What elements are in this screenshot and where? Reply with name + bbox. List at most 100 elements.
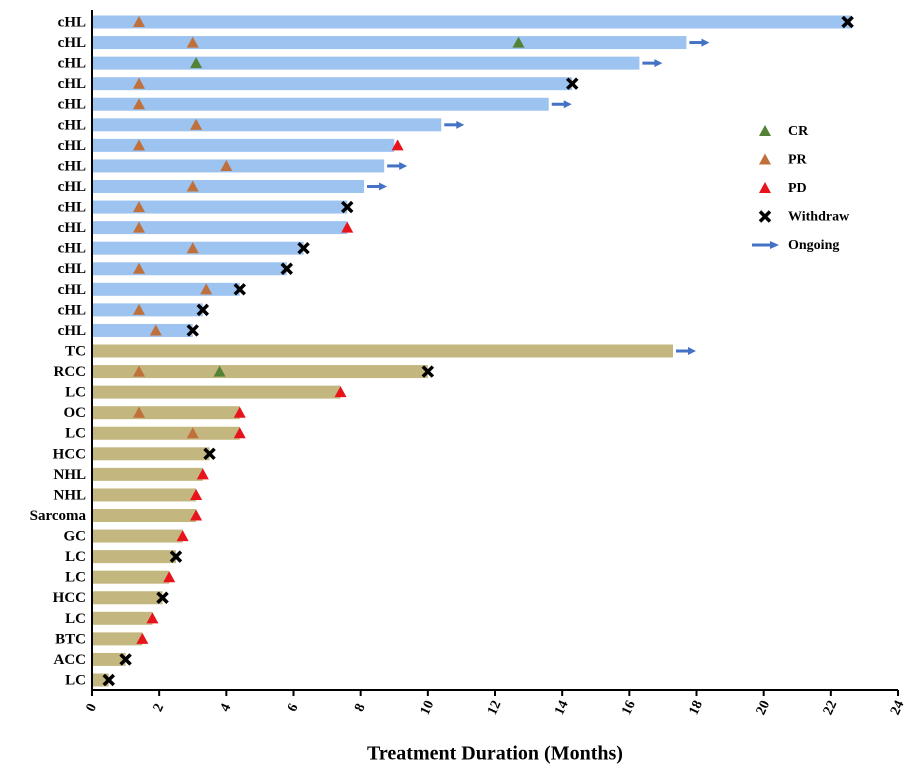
marker-pd <box>341 221 354 233</box>
bar <box>92 529 183 543</box>
y-tick-label: LC <box>65 549 86 565</box>
y-tick-label: cHL <box>58 323 86 339</box>
marker-ongoing <box>689 38 710 47</box>
marker-pd <box>334 386 347 398</box>
marker-withdraw <box>841 15 854 29</box>
bar <box>92 56 640 70</box>
y-tick-label: cHL <box>58 302 86 318</box>
y-tick-label: LC <box>65 672 86 688</box>
marker-pr <box>133 406 146 418</box>
y-tick-label: LC <box>65 426 86 442</box>
bar <box>92 652 126 666</box>
marker-pr <box>133 139 146 151</box>
y-tick-label: cHL <box>58 200 86 216</box>
marker-pd <box>146 612 159 624</box>
marker-pr <box>186 242 199 254</box>
bar <box>92 118 442 132</box>
bar <box>92 385 341 399</box>
bar <box>92 591 163 605</box>
marker-withdraw <box>566 77 579 90</box>
marker-pd <box>163 571 176 583</box>
x-tick-label: 10 <box>418 698 438 717</box>
y-tick-label: HCC <box>53 446 86 462</box>
marker-stroke <box>119 653 132 666</box>
marker-pr <box>133 303 146 315</box>
legend-item: PR <box>759 153 808 168</box>
y-tick-label: BTC <box>55 631 86 647</box>
marker-pd <box>391 139 404 151</box>
marker-pd <box>233 427 246 439</box>
legend-marker <box>770 241 779 249</box>
arrow-head <box>456 120 465 129</box>
marker-pr <box>190 118 203 130</box>
y-tick-label: RCC <box>54 364 87 380</box>
y-tick-label: cHL <box>58 14 86 30</box>
bar <box>92 365 428 379</box>
bar <box>92 36 687 50</box>
y-tick-label: cHL <box>58 117 86 133</box>
y-tick-label: LC <box>65 385 86 401</box>
bar <box>92 632 143 646</box>
y-tick-label: LC <box>65 611 86 627</box>
marker-pr <box>133 262 146 274</box>
marker-pr <box>220 159 233 171</box>
legend-item: CR <box>759 124 809 139</box>
y-tick-label: NHL <box>53 467 86 483</box>
marker-stroke <box>169 550 183 563</box>
marker-withdraw <box>280 262 294 275</box>
marker-pd <box>196 468 209 480</box>
bar <box>92 221 348 235</box>
legend-marker <box>758 210 772 223</box>
bar <box>92 509 197 522</box>
marker-withdraw <box>186 324 199 337</box>
bar <box>92 467 203 481</box>
marker-ongoing <box>675 347 696 355</box>
bar <box>92 426 240 440</box>
bar <box>92 15 851 29</box>
y-tick-label: cHL <box>58 158 86 174</box>
marker-pr <box>133 365 146 377</box>
marker-ongoing <box>367 182 388 191</box>
y-tick-label: LC <box>65 570 86 586</box>
legend-item: PD <box>759 181 807 196</box>
marker-withdraw <box>196 303 210 317</box>
marker-stroke <box>566 77 579 90</box>
y-tick-label: cHL <box>58 241 86 257</box>
marker-pd <box>190 509 203 521</box>
marker-pd <box>136 632 149 644</box>
legend-marker <box>759 182 771 193</box>
bar <box>92 159 385 173</box>
marker-withdraw <box>233 283 247 296</box>
marker-withdraw <box>119 653 132 666</box>
bar <box>92 97 549 111</box>
marker-pr <box>133 77 146 89</box>
bar <box>92 138 395 152</box>
x-tick-label: 6 <box>285 702 302 715</box>
bar <box>92 282 240 296</box>
arrow-head <box>654 59 663 68</box>
marker-cr <box>213 365 226 377</box>
legend-item: Withdraw <box>758 210 850 225</box>
bar <box>92 303 203 317</box>
marker-stroke <box>196 303 210 317</box>
x-tick-label: 20 <box>754 698 774 717</box>
x-tick-label: 16 <box>619 698 639 717</box>
marker-pr <box>149 324 162 336</box>
y-tick-label: cHL <box>58 179 86 195</box>
marker-stroke <box>203 447 216 461</box>
marker-withdraw <box>169 550 183 563</box>
marker-ongoing <box>551 100 572 109</box>
marker-stroke <box>340 200 354 214</box>
marker-stroke <box>156 591 169 604</box>
arrow-head <box>563 100 572 109</box>
bar <box>92 488 197 502</box>
x-tick-label: 4 <box>218 702 235 715</box>
bar <box>92 406 240 420</box>
x-tick-label: 0 <box>83 702 100 715</box>
marker-stroke <box>102 673 116 687</box>
legend-marker <box>759 153 771 165</box>
marker-pr <box>186 427 199 439</box>
arrow-head <box>379 182 388 191</box>
y-tick-label: cHL <box>58 138 86 154</box>
